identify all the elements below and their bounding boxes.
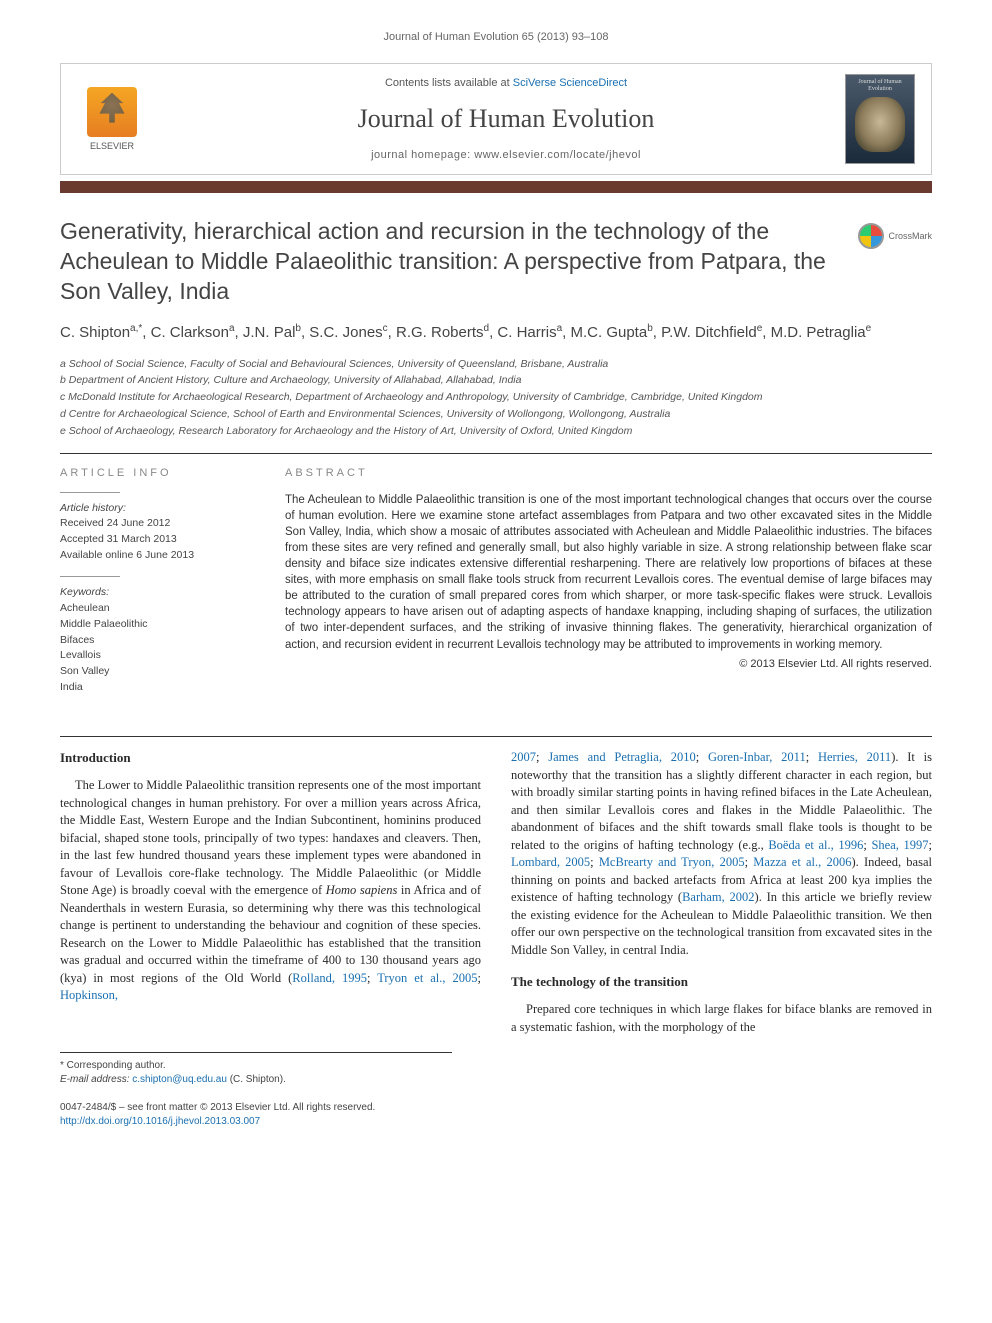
crossmark-label: CrossMark	[888, 230, 932, 243]
footnotes: * Corresponding author. E-mail address: …	[60, 1052, 452, 1087]
keyword: Middle Palaeolithic	[60, 617, 255, 632]
issn-line: 0047-2484/$ – see front matter © 2013 El…	[60, 1101, 932, 1115]
keyword: Son Valley	[60, 664, 255, 679]
homepage-url[interactable]: www.elsevier.com/locate/jhevol	[474, 149, 641, 161]
journal-title: Journal of Human Evolution	[167, 101, 845, 137]
banner-center: Contents lists available at SciVerse Sci…	[167, 76, 845, 163]
abstract-text: The Acheulean to Middle Palaeolithic tra…	[285, 492, 932, 653]
affiliation: c McDonald Institute for Archaeological …	[60, 390, 932, 406]
keyword: Levallois	[60, 648, 255, 663]
doi-link[interactable]: http://dx.doi.org/10.1016/j.jhevol.2013.…	[60, 1116, 260, 1127]
article-title: Generativity, hierarchical action and re…	[60, 217, 844, 307]
history-line: Available online 6 June 2013	[60, 548, 255, 563]
affiliation: a School of Social Science, Faculty of S…	[60, 357, 932, 373]
body-paragraph: The Lower to Middle Palaeolithic transit…	[60, 777, 481, 1005]
publisher-logo[interactable]: ELSEVIER	[77, 84, 147, 154]
cover-skull-icon	[855, 97, 905, 152]
section-heading-intro: Introduction	[60, 749, 481, 767]
history-line: Received 24 June 2012	[60, 516, 255, 531]
author-list: C. Shiptona,*, C. Clarksona, J.N. Palb, …	[60, 321, 932, 345]
history-head: Article history:	[60, 501, 255, 516]
body-paragraph: 2007; James and Petraglia, 2010; Goren-I…	[511, 749, 932, 959]
keywords-head: Keywords:	[60, 585, 255, 600]
affiliations: a School of Social Science, Faculty of S…	[60, 357, 932, 440]
body-paragraph: Prepared core techniques in which large …	[511, 1001, 932, 1036]
journal-banner: ELSEVIER Contents lists available at Sci…	[60, 63, 932, 175]
sciencedirect-link[interactable]: SciVerse ScienceDirect	[513, 77, 627, 89]
abstract-heading: ABSTRACT	[285, 466, 932, 481]
article-info-heading: ARTICLE INFO	[60, 466, 255, 481]
publisher-name: ELSEVIER	[90, 140, 134, 153]
affiliation: d Centre for Archaeological Science, Sch…	[60, 407, 932, 423]
keyword: Bifaces	[60, 633, 255, 648]
bottom-meta: 0047-2484/$ – see front matter © 2013 El…	[60, 1101, 932, 1129]
abstract-copyright: © 2013 Elsevier Ltd. All rights reserved…	[285, 657, 932, 672]
email-label: E-mail address:	[60, 1074, 132, 1085]
journal-cover-thumb: Journal of Human Evolution	[845, 74, 915, 164]
rule	[60, 736, 932, 737]
elsevier-tree-icon	[87, 87, 137, 137]
cover-title: Journal of Human Evolution	[850, 79, 910, 92]
mini-rule	[60, 576, 120, 577]
contents-prefix: Contents lists available at	[385, 77, 513, 89]
mini-rule	[60, 492, 120, 493]
email-link[interactable]: c.shipton@uq.edu.au	[132, 1074, 227, 1085]
homepage-line: journal homepage: www.elsevier.com/locat…	[167, 148, 845, 163]
article-info: ARTICLE INFO Article history: Received 2…	[60, 466, 255, 708]
affiliation: e School of Archaeology, Research Labora…	[60, 424, 932, 440]
section-heading-tech: The technology of the transition	[511, 973, 932, 991]
homepage-label: journal homepage:	[371, 149, 474, 161]
abstract: ABSTRACT The Acheulean to Middle Palaeol…	[285, 466, 932, 708]
running-head: Journal of Human Evolution 65 (2013) 93–…	[60, 30, 932, 45]
rule	[60, 453, 932, 454]
affiliation: b Department of Ancient History, Culture…	[60, 373, 932, 389]
keyword: Acheulean	[60, 601, 255, 616]
email-line: E-mail address: c.shipton@uq.edu.au (C. …	[60, 1073, 452, 1087]
corresponding-author: * Corresponding author.	[60, 1059, 452, 1073]
color-bar	[60, 181, 932, 193]
crossmark-badge[interactable]: CrossMark	[858, 223, 932, 249]
crossmark-icon	[858, 223, 884, 249]
history-line: Accepted 31 March 2013	[60, 532, 255, 547]
keyword: India	[60, 680, 255, 695]
email-suffix: (C. Shipton).	[227, 1074, 286, 1085]
body-columns: Introduction The Lower to Middle Palaeol…	[60, 749, 932, 1036]
contents-line: Contents lists available at SciVerse Sci…	[167, 76, 845, 91]
